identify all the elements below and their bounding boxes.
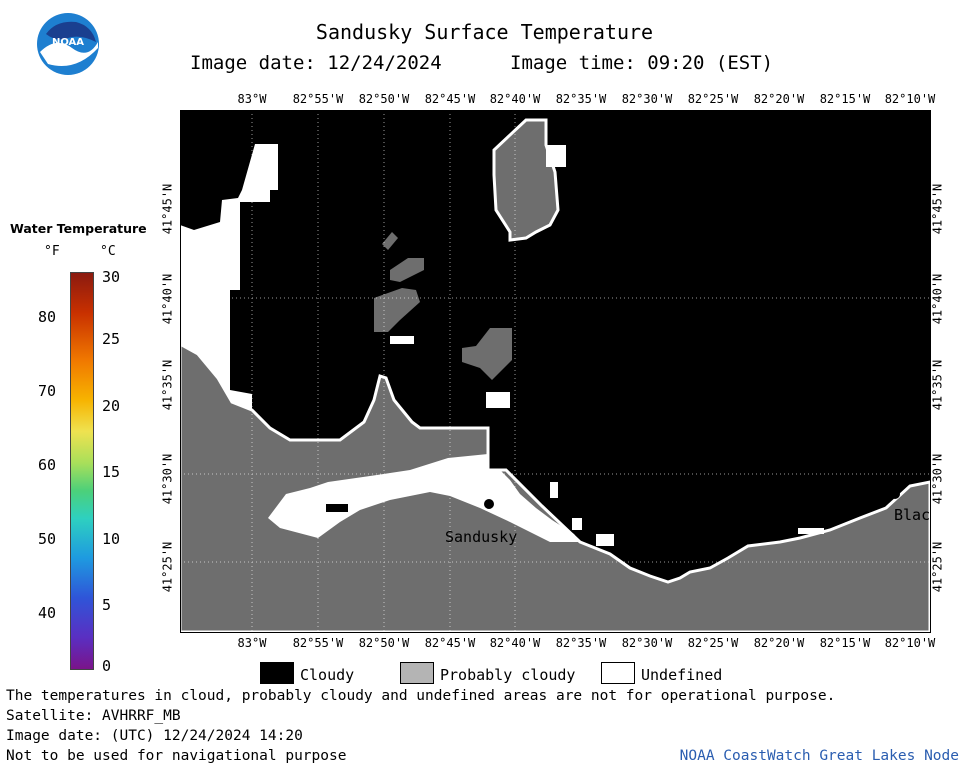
footer-nav-warning: Not to be used for navigational purpose [6,748,347,764]
lat-label-left: 41°35'N [160,359,175,411]
lon-label-top: 82°20'W [753,92,805,106]
lon-label-top: 82°25'W [687,92,739,106]
cloudy-region [326,504,348,512]
lat-label-right: 41°25'N [930,541,945,593]
c-tick: 0 [102,657,112,675]
lon-label-bottom: 82°50'W [358,636,410,650]
lon-label-bottom: 83°W [237,636,267,650]
probably-cloudy-region [374,288,420,332]
lat-label-right: 41°30'N [930,453,945,505]
lon-label-bottom: 82°25'W [687,636,739,650]
c-tick: 5 [102,596,112,614]
undefined-region [550,482,558,498]
cloudy-key-label: Cloudy [300,666,355,684]
c-tick: 10 [102,530,121,548]
unit-c: °C [100,244,116,259]
undefined-region [390,336,414,344]
probably-cloudy-region [382,232,398,250]
probably-cloudy-key-label: Probably cloudy [440,666,576,684]
sandusky-marker-icon [484,499,494,509]
lon-label-bottom: 82°35'W [555,636,607,650]
sandusky-label: Sandusky [445,528,517,546]
map-frame [180,110,931,633]
lon-label-bottom: 82°45'W [424,636,476,650]
lat-label-right: 41°40'N [930,273,945,325]
undefined-region [798,528,824,534]
lat-label-left: 41°30'N [160,453,175,505]
footer-satellite: Satellite: AVHRRF_MB [6,708,181,724]
lon-label-bottom: 82°30'W [621,636,673,650]
footer-note: The temperatures in cloud, probably clou… [6,688,836,704]
graticule [180,110,930,632]
f-tick: 80 [38,308,57,326]
lon-label-top: 82°15'W [819,92,871,106]
lon-label-top: 82°10'W [884,92,936,106]
probably-cloudy-swatch [400,662,434,684]
undefined-region [596,534,614,546]
undefined-region [572,518,582,530]
unit-f: °F [44,244,60,259]
image-date: Image date: 12/24/2024 [190,52,442,74]
f-tick: 60 [38,456,57,474]
map-area: Sandusky Blac [180,110,930,632]
c-tick: 15 [102,463,121,481]
probably-cloudy-region [462,328,512,380]
lat-label-right: 41°45'N [930,183,945,235]
undefined-swatch [601,662,635,684]
lon-label-top: 82°45'W [424,92,476,106]
lon-label-top: 83°W [237,92,267,106]
page-title: Sandusky Surface Temperature [315,20,654,44]
undefined-key-label: Undefined [641,666,723,684]
city-marker-icon [890,489,900,499]
c-tick: 25 [102,330,121,348]
f-tick: 40 [38,604,57,622]
lon-label-top: 82°40'W [489,92,541,106]
noaa-logo-text: NOAA [52,37,84,48]
lon-label-bottom: 82°55'W [292,636,344,650]
lon-label-bottom: 82°15'W [819,636,871,650]
footer-utc-date: Image date: (UTC) 12/24/2024 14:20 [6,728,303,744]
legend-title: Water Temperature [10,221,147,236]
lat-label-left: 41°45'N [160,183,175,235]
c-tick: 30 [102,268,121,286]
lon-label-bottom: 82°40'W [489,636,541,650]
image-time: Image time: 09:20 (EST) [510,52,774,74]
lon-label-bottom: 82°10'W [884,636,936,650]
cloudy-swatch [260,662,294,684]
undefined-region-west [180,144,278,410]
lat-label-left: 41°40'N [160,273,175,325]
c-tick: 20 [102,397,121,415]
probably-cloudy-region [390,258,424,282]
undefined-region [546,145,566,167]
lon-label-top: 82°55'W [292,92,344,106]
lon-label-bottom: 82°20'W [753,636,805,650]
temperature-colorbar [70,272,94,670]
city-label: Blac [894,506,930,524]
f-tick: 50 [38,530,57,548]
lon-label-top: 82°30'W [621,92,673,106]
noaa-logo: NOAA [37,13,99,75]
lon-label-top: 82°35'W [555,92,607,106]
credit-link[interactable]: NOAA CoastWatch Great Lakes Node [679,748,959,764]
undefined-region [486,392,510,408]
undefined-region-sandusky-bay [268,454,580,542]
lat-label-left: 41°25'N [160,541,175,593]
lon-label-top: 82°50'W [358,92,410,106]
lat-label-right: 41°35'N [930,359,945,411]
f-tick: 70 [38,382,57,400]
